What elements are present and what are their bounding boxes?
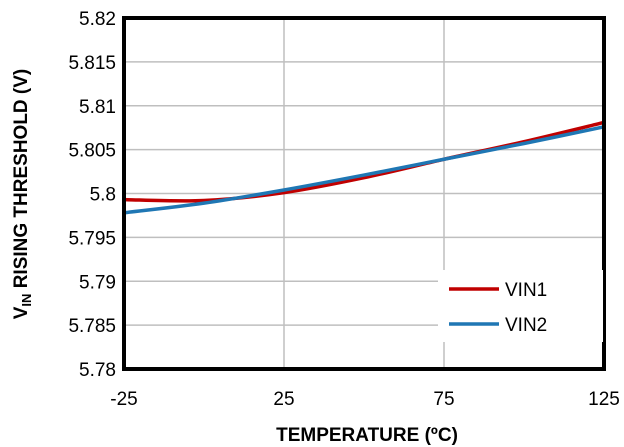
legend-label-vin1: VIN1 xyxy=(505,280,547,301)
x-tick-labels: -25 25 75 125 xyxy=(110,389,620,410)
series-line-vin2 xyxy=(122,125,606,215)
y-tick-label: 5.795 xyxy=(68,228,116,249)
y-tick-label: 5.805 xyxy=(68,141,116,162)
y-tick-label: 5.78 xyxy=(79,360,116,381)
series-line-vin1 xyxy=(122,120,606,203)
x-tick-label: 75 xyxy=(433,389,454,410)
y-tick-label: 5.8 xyxy=(90,185,116,206)
plot-frame xyxy=(122,16,606,371)
y-tick-label: 5.81 xyxy=(79,97,116,118)
y-tick-label: 5.815 xyxy=(68,53,116,74)
y-tick-label: 5.785 xyxy=(68,316,116,337)
x-tick-label: 25 xyxy=(273,389,294,410)
x-tick-label: 125 xyxy=(588,389,620,410)
y-tick-label: 5.82 xyxy=(79,9,116,30)
y-axis-label-suffix: RISING THRESHOLD (V) xyxy=(11,69,32,294)
y-axis-label: VIN RISING THRESHOLD (V) xyxy=(11,69,34,320)
x-tick-label: -25 xyxy=(110,389,137,410)
legend-background xyxy=(438,270,603,342)
x-axis-label: TEMPERATURE (ºC) xyxy=(276,425,458,446)
legend: VIN1 VIN2 xyxy=(438,270,603,342)
legend-label-vin2: VIN2 xyxy=(505,315,547,336)
y-tick-labels: 5.78 5.785 5.79 5.795 5.8 5.805 5.81 5.815 5.82 xyxy=(68,9,116,381)
y-axis-label-prefix: V xyxy=(11,306,32,319)
series-group xyxy=(122,120,606,215)
y-axis-label-subscript: IN xyxy=(19,294,34,307)
legend-items: VIN1 VIN2 xyxy=(449,280,547,336)
y-tick-label: 5.79 xyxy=(79,272,116,293)
